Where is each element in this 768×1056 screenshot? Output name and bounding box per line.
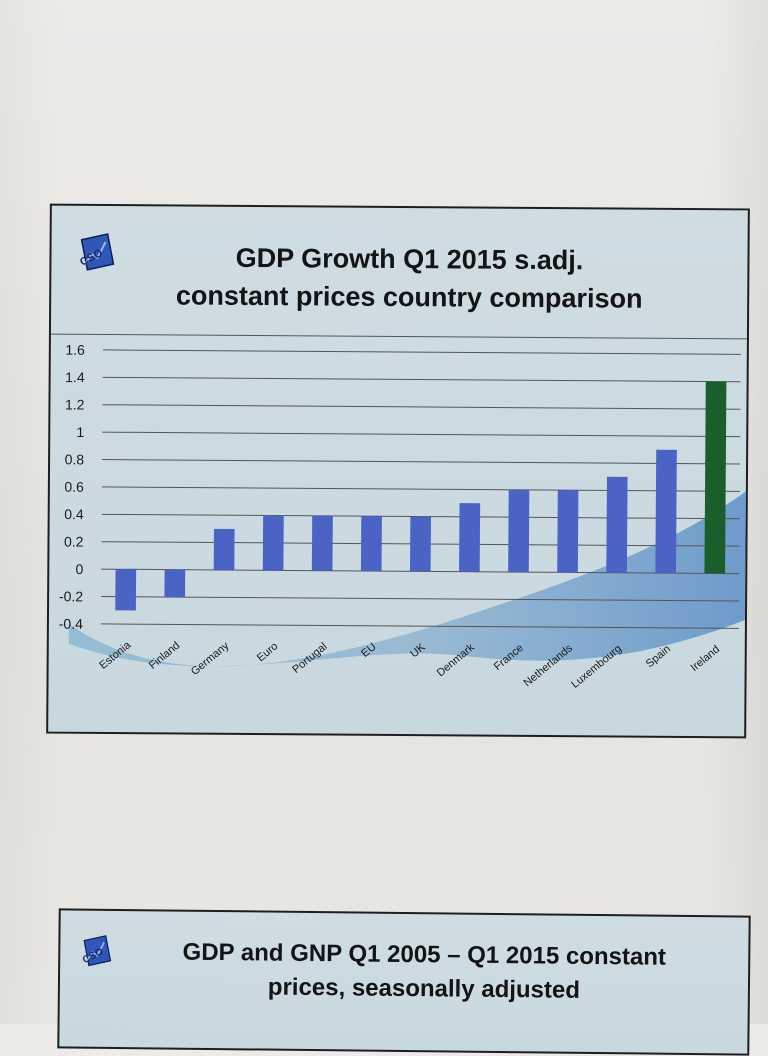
bar-eu xyxy=(360,516,382,572)
y-tick-label: 1 xyxy=(76,424,84,440)
y-tick-label: 0.2 xyxy=(64,533,84,549)
bar-germany xyxy=(213,528,235,571)
bar-portugal xyxy=(311,515,333,571)
cso-logo-icon-2 xyxy=(83,935,112,967)
bar-chart: 1.61.41.210.80.60.40.20-0.2-0.4 Estonia F… xyxy=(59,342,750,691)
second-title-line-2: prices, seasonally adjusted xyxy=(267,973,581,1004)
gridline xyxy=(101,596,740,602)
bar-finland xyxy=(164,569,186,598)
y-tick-label: 0.6 xyxy=(64,479,84,495)
y-tick-label: 1.6 xyxy=(65,342,85,358)
gridline xyxy=(100,623,739,629)
bar-netherlands xyxy=(557,490,579,573)
chart-title: GDP Growth Q1 2015 s.adj. constant price… xyxy=(91,238,728,318)
gridline xyxy=(102,431,741,438)
chart-title-line-2: constant prices country comparison xyxy=(175,280,643,314)
gridline xyxy=(101,486,740,492)
chart-slide: CSO GDP Growth Q1 2015 s.adj. constant p… xyxy=(46,203,750,739)
gridline xyxy=(102,349,741,355)
gridline xyxy=(102,404,741,410)
background-swoosh xyxy=(68,488,750,667)
bar-france xyxy=(508,489,530,573)
x-tick-label: Ireland xyxy=(689,643,723,674)
chart-title-line-1: GDP Growth Q1 2015 s.adj. xyxy=(235,242,584,276)
bar-spain xyxy=(655,449,677,574)
y-tick-label: 0.8 xyxy=(65,451,85,467)
bar-uk xyxy=(409,516,431,572)
y-tick-label: -0.2 xyxy=(59,588,83,604)
gridline xyxy=(102,376,741,383)
second-chart-slide: CSO GDP and GNP Q1 2005 – Q1 2015 consta… xyxy=(57,908,751,1056)
x-tick-label: Finland xyxy=(147,640,182,672)
bar-euro xyxy=(262,515,284,571)
y-tick-label: 1.2 xyxy=(65,396,85,412)
second-title-line-1: GDP and GNP Q1 2005 – Q1 2015 constant xyxy=(182,938,667,971)
x-tick-label: Germany xyxy=(189,640,232,678)
cso-logo-icon xyxy=(80,233,115,271)
bar-ireland xyxy=(704,381,727,574)
y-tick-label: 0.4 xyxy=(64,506,84,522)
gridline xyxy=(102,459,741,465)
y-tick-label: -0.4 xyxy=(59,616,83,632)
x-tick-label: Euro xyxy=(255,640,281,664)
gridline xyxy=(101,568,740,575)
bar-estonia xyxy=(115,569,137,611)
bar-luxembourg xyxy=(606,476,628,573)
second-chart-title: GDP and GNP Q1 2005 – Q1 2015 constant p… xyxy=(120,935,729,1009)
bar-denmark xyxy=(459,503,481,572)
y-tick-label: 1.4 xyxy=(65,369,85,385)
y-tick-label: 0 xyxy=(75,561,83,577)
